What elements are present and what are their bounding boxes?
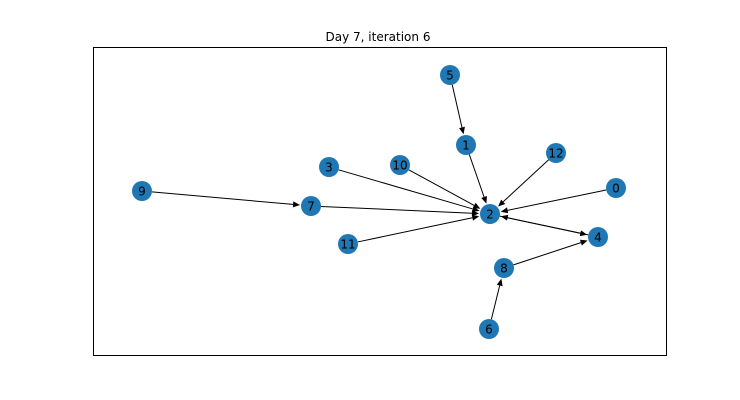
node-circle [319, 157, 339, 177]
edge-arrowhead [498, 199, 506, 207]
node-label: 1 [462, 139, 470, 153]
edge-arrowhead [496, 278, 503, 287]
edge-arrowhead [500, 207, 509, 214]
edge-line [320, 205, 473, 214]
figure-title: Day 7, iteration 6 [326, 30, 431, 44]
node-circle [132, 181, 152, 201]
edge-0-to-2 [500, 189, 607, 214]
node-7: 7 [301, 196, 321, 216]
node-circle [480, 204, 500, 224]
node-10: 10 [390, 155, 410, 175]
edge-arrowhead [481, 196, 487, 204]
edge-arrowhead [471, 214, 480, 221]
node-label: 6 [485, 323, 493, 337]
node-label: 4 [594, 231, 602, 245]
edge-9-to-7 [151, 191, 301, 208]
node-label: 10 [392, 159, 407, 173]
node-circle [440, 65, 460, 85]
node-circle [494, 258, 514, 278]
edge-4-to-2 [500, 214, 589, 236]
edge-11-to-2 [357, 214, 480, 243]
node-9: 9 [132, 181, 152, 201]
node-label: 3 [325, 161, 333, 175]
node-circle [479, 319, 499, 339]
node-0: 0 [606, 178, 626, 198]
edge-7-to-2 [320, 205, 480, 217]
node-4: 4 [588, 227, 608, 247]
node-circle [390, 155, 410, 175]
node-label: 9 [138, 185, 146, 199]
edge-10-to-2 [408, 169, 481, 209]
node-label: 7 [307, 200, 315, 214]
edge-5-to-1 [451, 84, 465, 135]
edges-layer [151, 84, 607, 320]
edge-8-to-4 [513, 239, 588, 266]
edge-line [408, 169, 475, 206]
edge-line [513, 242, 582, 266]
node-label: 0 [612, 182, 620, 196]
edge-line [338, 169, 473, 210]
node-label: 5 [446, 69, 454, 83]
edge-12-to-2 [498, 159, 549, 207]
edge-line [451, 84, 463, 128]
edge-arrowhead [292, 201, 301, 208]
edge-6-to-8 [490, 278, 503, 320]
node-circle [606, 178, 626, 198]
node-12: 12 [546, 143, 566, 163]
node-circle [546, 143, 566, 163]
node-2: 2 [480, 204, 500, 224]
node-label: 2 [486, 208, 494, 222]
edge-3-to-2 [338, 169, 480, 212]
edge-arrowhead [579, 239, 588, 246]
node-circle [338, 234, 358, 254]
node-label: 8 [500, 262, 508, 276]
node-6: 6 [479, 319, 499, 339]
edge-arrowhead [500, 214, 509, 221]
edge-line [151, 191, 294, 205]
edge-line [490, 285, 501, 320]
node-circle [456, 135, 476, 155]
node-label: 12 [548, 147, 563, 161]
edge-arrowhead [471, 210, 480, 217]
edge-arrowhead [472, 202, 481, 209]
node-label: 11 [340, 238, 355, 252]
node-11: 11 [338, 234, 358, 254]
edge-arrowhead [459, 126, 465, 135]
node-circle [301, 196, 321, 216]
node-3: 3 [319, 157, 339, 177]
edge-line [468, 154, 485, 198]
edge-line [357, 217, 473, 243]
edge-line [507, 217, 589, 236]
edge-1-to-2 [468, 154, 487, 204]
edge-line [502, 159, 549, 203]
node-8: 8 [494, 258, 514, 278]
node-5: 5 [440, 65, 460, 85]
plot-frame [93, 47, 667, 356]
node-circle [588, 227, 608, 247]
node-1: 1 [456, 135, 476, 155]
edge-line [507, 189, 607, 211]
